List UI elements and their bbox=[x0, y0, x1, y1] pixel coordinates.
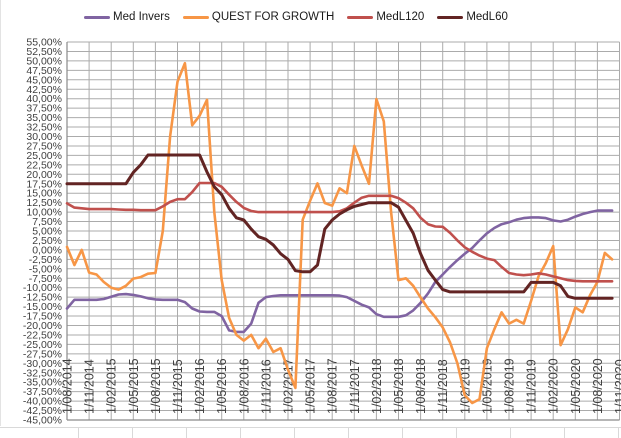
legend-item-quest-for-growth[interactable]: QUEST FOR GROWTH bbox=[182, 11, 335, 23]
x-axis-tick-label: 1/05/2018 bbox=[392, 358, 406, 414]
medl120-line-swatch-icon bbox=[347, 15, 374, 19]
series-line-medl60[interactable] bbox=[65, 153, 614, 300]
y-axis-tick-label: 35,00% bbox=[26, 112, 62, 124]
y-axis-tick-label: -37,50% bbox=[23, 386, 62, 398]
x-axis-tick-label: 1/08/2014 bbox=[61, 358, 75, 414]
x-axis-tick-label: 1/05/2020 bbox=[569, 358, 583, 414]
series-line-med-invers[interactable] bbox=[65, 209, 614, 334]
y-axis-tick-label: -15,00% bbox=[23, 301, 62, 313]
y-axis-tick-label: 50,00% bbox=[26, 55, 62, 67]
y-axis-tick-label: -7,50% bbox=[29, 273, 62, 285]
y-axis-tick-label: -17,50% bbox=[23, 311, 62, 323]
x-axis-tick-label: 1/05/2016 bbox=[215, 358, 229, 414]
y-axis-tick-label: -2,50% bbox=[29, 254, 62, 266]
y-axis-tick-label: 5,00% bbox=[32, 226, 62, 238]
x-axis-tick-label: 1/11/2019 bbox=[525, 359, 539, 414]
legend-label: Med Invers bbox=[113, 11, 170, 23]
y-axis-tick-label: 20,00% bbox=[26, 169, 62, 181]
y-axis-tick-label: -20,00% bbox=[23, 320, 62, 332]
chart-legend: Med Invers QUEST FOR GROWTH MedL120 MedL… bbox=[84, 8, 508, 26]
y-axis-tick-label: 37,50% bbox=[26, 103, 62, 115]
y-axis-tick-label: 47,50% bbox=[26, 65, 62, 77]
x-axis-tick-label: 1/02/2016 bbox=[193, 358, 207, 414]
y-axis-tick-label: -27,50% bbox=[23, 348, 62, 360]
x-axis-tick-label: 1/02/2019 bbox=[458, 358, 472, 414]
x-axis-tick-label: 1/02/2017 bbox=[282, 358, 296, 414]
x-axis-tick-label: 1/02/2020 bbox=[547, 358, 561, 414]
x-axis-tick-label: 1/08/2019 bbox=[503, 358, 517, 414]
y-axis-tick-label: 7,50% bbox=[32, 216, 62, 228]
legend-label: QUEST FOR GROWTH bbox=[211, 11, 335, 23]
y-axis-tick-label: 55,00% bbox=[26, 37, 62, 49]
x-axis-tick-label: 1/08/2015 bbox=[149, 358, 163, 414]
y-axis-tick-label: -30,00% bbox=[23, 358, 62, 370]
y-axis-tick-label: 40,00% bbox=[26, 93, 62, 105]
legend-label: MedL120 bbox=[376, 11, 425, 23]
y-axis-tick-label: 17,50% bbox=[26, 178, 62, 190]
y-axis-tick-label: 42,50% bbox=[26, 84, 62, 96]
x-axis-tick-label: 1/08/2020 bbox=[591, 358, 605, 414]
legend-item-medl120[interactable]: MedL120 bbox=[347, 11, 424, 23]
x-axis-tick-label: 1/11/2017 bbox=[348, 359, 362, 414]
x-axis-tick-label: 1/08/2017 bbox=[326, 358, 340, 414]
x-axis-tick-label: 1/11/2020 bbox=[613, 359, 621, 414]
y-axis-tick-label: 52,50% bbox=[26, 46, 62, 58]
y-axis-tick-label: 12,50% bbox=[26, 197, 62, 209]
spreadsheet-cells-row[interactable] bbox=[0, 427, 621, 438]
legend-item-med-invers[interactable]: Med Invers bbox=[84, 11, 170, 23]
y-axis-tick-label: -32,50% bbox=[23, 367, 62, 379]
chart-object[interactable]: 55,00% 52,50% 50,00% 47,50% 45,00% 42,50% 40,0… bbox=[0, 0, 621, 427]
y-axis-tick-label: -10,00% bbox=[23, 282, 62, 294]
x-axis-tick-label: 1/05/2017 bbox=[304, 358, 318, 414]
y-axis-tick-label: -22,50% bbox=[23, 329, 62, 341]
y-axis-tick-label: 27,50% bbox=[26, 140, 62, 152]
y-axis-tick-label: -42,50% bbox=[23, 405, 62, 417]
med-invers-line-swatch-icon bbox=[84, 15, 110, 19]
x-axis-tick-label: 1/11/2016 bbox=[259, 359, 273, 414]
x-axis-tick-label: 1/08/2018 bbox=[414, 358, 428, 414]
legend-label: MedL60 bbox=[466, 11, 508, 23]
y-axis-tick-label: -40,00% bbox=[23, 396, 62, 408]
series-line-medl120[interactable] bbox=[65, 181, 614, 283]
y-axis-tick-label: -25,00% bbox=[23, 339, 62, 351]
quest-line-swatch-icon bbox=[182, 15, 209, 19]
y-axis-tick-label: -5,00% bbox=[29, 263, 62, 275]
y-axis-tick-label: 45,00% bbox=[26, 74, 62, 86]
x-axis-tick-label: 1/11/2014 bbox=[83, 359, 97, 414]
y-axis-tick-label: 15,00% bbox=[26, 188, 62, 200]
y-axis-tick-label: 10,00% bbox=[26, 207, 62, 219]
y-axis-tick-label: -35,00% bbox=[23, 377, 62, 389]
x-axis-tick-label: 1/05/2015 bbox=[127, 358, 141, 414]
y-axis-tick-label: -12,50% bbox=[23, 292, 62, 304]
medl60-line-swatch-icon bbox=[437, 15, 464, 19]
x-axis-tick-label: 1/08/2016 bbox=[237, 358, 251, 414]
x-axis-tick-label: 1/11/2015 bbox=[171, 359, 185, 414]
y-axis-tick-label: 2,50% bbox=[32, 235, 62, 247]
y-axis-tick-label: 30,00% bbox=[26, 131, 62, 143]
x-axis-tick-label: 1/02/2015 bbox=[105, 358, 119, 414]
y-axis-tick-label: 0,00% bbox=[32, 244, 62, 256]
series-line-quest-for-growth[interactable] bbox=[65, 61, 614, 405]
legend-item-medl60[interactable]: MedL60 bbox=[437, 11, 508, 23]
y-axis-tick-label: 22,50% bbox=[26, 159, 62, 171]
y-axis-tick-label: 25,00% bbox=[26, 150, 62, 162]
x-axis-tick-label: 1/02/2018 bbox=[370, 358, 384, 414]
y-axis-tick-label: 32,50% bbox=[26, 122, 62, 134]
y-axis-tick-label: -45,00% bbox=[23, 415, 62, 427]
x-axis-tick-label: 1/11/2018 bbox=[436, 359, 450, 414]
chart-plot-area[interactable]: 55,00%52,50%50,00%47,50%45,00%42,50%40,0… bbox=[1, 0, 621, 427]
